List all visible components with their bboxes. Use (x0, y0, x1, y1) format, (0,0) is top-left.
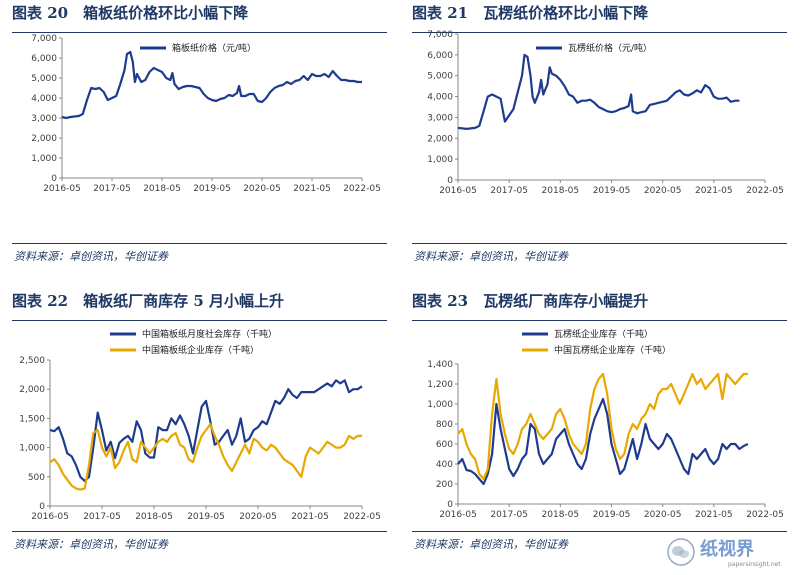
y-tick-label: 1,400 (427, 360, 453, 370)
series-line-0 (457, 53, 740, 130)
x-tick-label: 2019-05 (593, 510, 631, 520)
x-tick-label: 2020-05 (644, 510, 682, 520)
watermark-logo: 纸视界 papersinsight.net (664, 533, 794, 571)
y-tick-label: 0 (39, 502, 45, 512)
y-tick-label: 7,000 (427, 30, 453, 40)
x-tick-label: 2016-05 (439, 510, 477, 520)
x-tick-label: 2018-05 (135, 512, 173, 522)
line-chart: 0 200 400 600 800 1,000 1,200 1,400 2016-05 2017-… (427, 328, 784, 520)
legend-label: 瓦楞纸企业库存（千吨） (554, 328, 653, 340)
y-tick-label: 2,000 (19, 385, 45, 395)
chart-title: 图表 23 瓦楞纸厂商库存小幅提升 (412, 292, 649, 310)
y-tick-label: 1,000 (427, 155, 453, 165)
chart-panel-1: 图表 21 瓦楞纸价格环比小幅下降 0 1,000 2,000 3,000 4,000 5… (400, 0, 800, 287)
y-tick-label: 6,000 (427, 51, 453, 61)
chart-title: 图表 22 箱板纸厂商库存 5 月小幅上升 (12, 292, 284, 310)
legend-label: 中国箱板纸企业库存（千吨） (142, 344, 259, 356)
series-line-0 (61, 50, 362, 120)
chart-title: 图表 20 箱板纸价格环比小幅下降 (12, 4, 249, 22)
chart-title: 图表 21 瓦楞纸价格环比小幅下降 (412, 4, 649, 22)
x-tick-label: 2017-05 (83, 512, 121, 522)
x-tick-label: 2019-05 (193, 184, 231, 194)
wechat-icon (667, 538, 695, 566)
x-tick-label: 2018-05 (143, 184, 181, 194)
x-tick-label: 2016-05 (439, 186, 477, 196)
y-tick-label: 0 (447, 176, 453, 186)
y-tick-label: 1,500 (19, 414, 45, 424)
legend-label: 中国瓦楞纸企业库存（千吨） (554, 344, 671, 356)
x-tick-label: 2017-05 (490, 510, 528, 520)
x-tick-label: 2021-05 (695, 186, 733, 196)
legend-label: 中国箱板纸月度社会库存（千吨） (142, 328, 277, 340)
x-tick-label: 2019-05 (187, 512, 225, 522)
source-note: 资料来源：卓创资讯，华创证券 (414, 538, 568, 551)
x-tick-label: 2020-05 (644, 186, 682, 196)
y-tick-label: 200 (436, 480, 453, 490)
source-divider (12, 531, 387, 532)
y-tick-label: 4,000 (31, 94, 57, 104)
y-tick-label: 1,000 (427, 400, 453, 410)
x-tick-label: 2016-05 (31, 512, 69, 522)
x-tick-label: 2018-05 (542, 186, 580, 196)
series-line-0 (49, 379, 363, 482)
x-tick-label: 2022-05 (343, 184, 381, 194)
chart-panel-2: 图表 22 箱板纸厂商库存 5 月小幅上升 0 500 1,000 1,500 2,00… (0, 288, 400, 575)
y-tick-label: 500 (28, 473, 45, 483)
legend-label: 箱板纸价格（元/吨） (172, 42, 256, 54)
x-tick-label: 2020-05 (243, 184, 281, 194)
y-tick-label: 7,000 (31, 34, 57, 44)
y-tick-label: 5,000 (427, 72, 453, 82)
source-note: 资料来源：卓创资讯，华创证券 (14, 538, 168, 551)
x-tick-label: 2022-05 (746, 186, 784, 196)
source-divider (412, 531, 787, 532)
line-chart: 0 500 1,000 1,500 2,000 2,500 2016-05 2017-05 20… (19, 328, 381, 522)
y-tick-label: 3,000 (31, 114, 57, 124)
watermark-text: 纸视界 (700, 539, 754, 560)
source-note: 资料来源：卓创资讯，华创证券 (414, 250, 568, 263)
title-divider (12, 320, 387, 321)
title-divider (412, 320, 787, 321)
y-tick-label: 1,200 (427, 380, 453, 390)
series-line-1 (457, 372, 748, 481)
y-tick-label: 400 (436, 460, 453, 470)
source-divider (412, 243, 787, 244)
x-tick-label: 2016-05 (43, 184, 81, 194)
x-tick-label: 2018-05 (542, 510, 580, 520)
y-tick-label: 6,000 (31, 54, 57, 64)
title-divider (12, 32, 387, 33)
y-tick-label: 0 (51, 174, 57, 184)
y-tick-label: 2,000 (31, 134, 57, 144)
y-tick-label: 4,000 (427, 93, 453, 103)
y-tick-label: 600 (436, 440, 453, 450)
title-divider (412, 32, 787, 33)
y-tick-label: 3,000 (427, 113, 453, 123)
chart-panel-3: 图表 23 瓦楞纸厂商库存小幅提升 0 200 400 600 800 1,000 1,20… (400, 288, 800, 575)
y-tick-label: 2,500 (19, 356, 45, 366)
x-tick-label: 2019-05 (593, 186, 631, 196)
y-tick-label: 0 (447, 500, 453, 510)
x-tick-label: 2020-05 (239, 512, 277, 522)
y-tick-label: 5,000 (31, 74, 57, 84)
y-tick-label: 1,000 (19, 444, 45, 454)
x-tick-label: 2021-05 (291, 512, 329, 522)
series-line-1 (49, 423, 362, 491)
x-tick-label: 2021-05 (293, 184, 331, 194)
x-tick-label: 2017-05 (490, 186, 528, 196)
x-tick-label: 2022-05 (343, 512, 381, 522)
line-chart: 0 1,000 2,000 3,000 4,000 5,000 6,000 7,000 2016… (31, 34, 381, 194)
legend-label: 瓦楞纸价格（元/吨） (568, 42, 652, 54)
watermark-subtext: papersinsight.net (728, 561, 781, 568)
series-line-0 (457, 397, 749, 486)
source-note: 资料来源：卓创资讯，华创证券 (14, 250, 168, 263)
chart-panel-0: 图表 20 箱板纸价格环比小幅下降 0 1,000 2,000 3,000 4,000 5… (0, 0, 400, 287)
y-tick-label: 800 (436, 420, 453, 430)
source-divider (12, 243, 387, 244)
y-tick-label: 1,000 (31, 154, 57, 164)
x-tick-label: 2017-05 (93, 184, 131, 194)
line-chart: 0 1,000 2,000 3,000 4,000 5,000 6,000 7,000 2016… (427, 30, 784, 196)
y-tick-label: 2,000 (427, 134, 453, 144)
x-tick-label: 2021-05 (695, 510, 733, 520)
x-tick-label: 2022-05 (746, 510, 784, 520)
